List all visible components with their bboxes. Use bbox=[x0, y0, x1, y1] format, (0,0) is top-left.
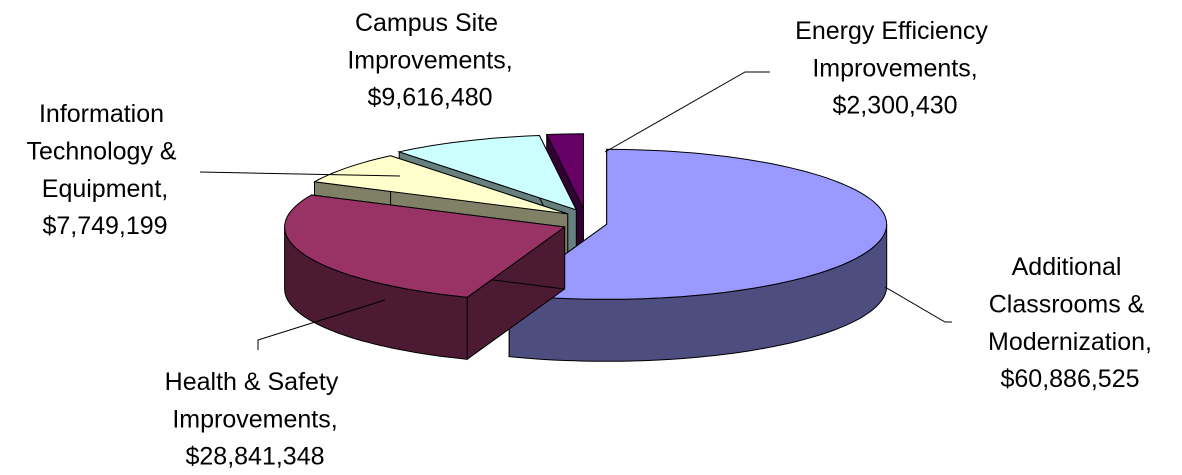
slice bbox=[284, 194, 566, 361]
category-label: Energy Efficiency Improvements, bbox=[795, 17, 995, 83]
label-line: Improvements, bbox=[812, 54, 977, 82]
label-line: Technology & bbox=[26, 137, 183, 165]
label-line: Classrooms & bbox=[989, 290, 1152, 318]
label-line: Campus Site bbox=[355, 9, 505, 37]
slice-top bbox=[312, 155, 568, 215]
value-label: $7,749,199 bbox=[42, 212, 167, 240]
label-line: Energy Efficiency bbox=[795, 17, 995, 45]
value-label: $60,886,525 bbox=[1000, 365, 1139, 393]
slice-top bbox=[397, 134, 578, 211]
leader-line bbox=[604, 71, 770, 153]
value-label: $28,841,348 bbox=[185, 443, 324, 471]
label-line: Improvements, bbox=[347, 46, 512, 74]
labels: Additional Classrooms & Modernization, $6… bbox=[26, 9, 1152, 471]
label-line: Equipment, bbox=[42, 175, 168, 203]
category-label: Health & Safety Improvements, bbox=[165, 368, 346, 434]
category-label: Additional Classrooms & Modernization, bbox=[988, 253, 1152, 356]
category-label: Campus Site Improvements, bbox=[347, 9, 512, 75]
leader-line bbox=[257, 299, 386, 350]
slice-top bbox=[507, 148, 888, 300]
slice-top bbox=[284, 194, 566, 298]
label-line: Improvements, bbox=[172, 405, 337, 433]
leader-line bbox=[884, 286, 952, 323]
value-label: $9,616,480 bbox=[367, 84, 492, 112]
label-line: Additional bbox=[1012, 253, 1129, 281]
category-label: Information Technology & Equipment, bbox=[26, 100, 183, 203]
leader-line bbox=[199, 171, 401, 177]
value-label: $2,300,430 bbox=[832, 92, 957, 120]
slice-top bbox=[545, 133, 584, 210]
label-line: Modernization, bbox=[988, 328, 1152, 356]
label-line: Health & Safety bbox=[165, 368, 346, 396]
pie bbox=[284, 133, 888, 362]
label-line: Information bbox=[39, 100, 171, 128]
